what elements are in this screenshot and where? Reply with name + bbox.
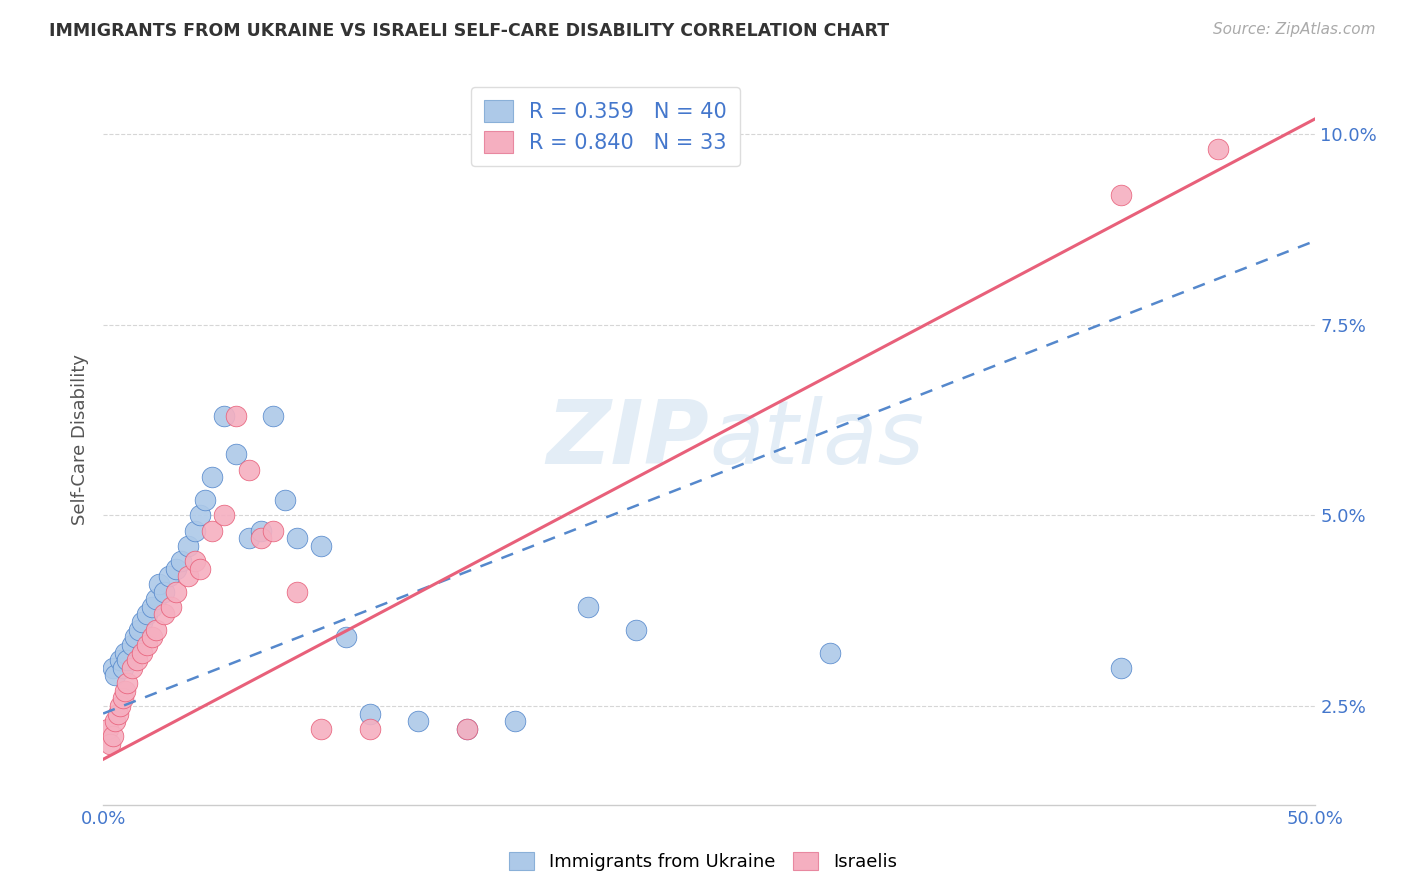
- Point: [225, 409, 247, 424]
- Point: [177, 569, 200, 583]
- Legend: Immigrants from Ukraine, Israelis: Immigrants from Ukraine, Israelis: [502, 845, 904, 879]
- Point: [131, 646, 153, 660]
- Point: [135, 607, 157, 622]
- Point: [111, 691, 134, 706]
- Point: [201, 524, 224, 538]
- Point: [285, 531, 308, 545]
- Point: [214, 508, 236, 523]
- Text: Source: ZipAtlas.com: Source: ZipAtlas.com: [1212, 22, 1375, 37]
- Point: [285, 584, 308, 599]
- Point: [1208, 142, 1230, 156]
- Point: [101, 661, 124, 675]
- Point: [177, 539, 200, 553]
- Text: ZIP: ZIP: [547, 395, 709, 483]
- Point: [184, 524, 207, 538]
- Point: [114, 646, 136, 660]
- Point: [262, 524, 284, 538]
- Text: IMMIGRANTS FROM UKRAINE VS ISRAELI SELF-CARE DISABILITY CORRELATION CHART: IMMIGRANTS FROM UKRAINE VS ISRAELI SELF-…: [49, 22, 890, 40]
- Point: [201, 470, 224, 484]
- Point: [249, 531, 271, 545]
- Point: [131, 615, 153, 629]
- Point: [141, 599, 163, 614]
- Text: atlas: atlas: [709, 396, 924, 482]
- Point: [1111, 661, 1133, 675]
- Point: [503, 714, 526, 729]
- Point: [238, 462, 260, 476]
- Point: [188, 562, 211, 576]
- Point: [125, 653, 148, 667]
- Point: [124, 630, 146, 644]
- Point: [262, 409, 284, 424]
- Point: [311, 722, 333, 736]
- Point: [165, 562, 187, 576]
- Point: [214, 409, 236, 424]
- Point: [249, 524, 271, 538]
- Point: [157, 569, 180, 583]
- Point: [145, 623, 167, 637]
- Point: [359, 722, 381, 736]
- Point: [225, 447, 247, 461]
- Point: [148, 577, 170, 591]
- Point: [170, 554, 193, 568]
- Point: [311, 539, 333, 553]
- Point: [165, 584, 187, 599]
- Point: [107, 706, 129, 721]
- Point: [101, 730, 124, 744]
- Point: [108, 653, 131, 667]
- Point: [456, 722, 478, 736]
- Point: [820, 646, 842, 660]
- Point: [408, 714, 430, 729]
- Point: [121, 638, 143, 652]
- Point: [335, 630, 357, 644]
- Point: [626, 623, 648, 637]
- Point: [97, 722, 120, 736]
- Point: [135, 638, 157, 652]
- Point: [160, 599, 183, 614]
- Point: [576, 599, 599, 614]
- Point: [121, 661, 143, 675]
- Point: [100, 737, 122, 751]
- Point: [274, 493, 297, 508]
- Point: [104, 668, 127, 682]
- Point: [141, 630, 163, 644]
- Point: [117, 676, 139, 690]
- Point: [111, 661, 134, 675]
- Point: [152, 607, 174, 622]
- Point: [108, 698, 131, 713]
- Point: [456, 722, 478, 736]
- Point: [359, 706, 381, 721]
- Point: [188, 508, 211, 523]
- Point: [184, 554, 207, 568]
- Point: [145, 592, 167, 607]
- Point: [1111, 188, 1133, 202]
- Legend: R = 0.359   N = 40, R = 0.840   N = 33: R = 0.359 N = 40, R = 0.840 N = 33: [471, 87, 740, 166]
- Point: [152, 584, 174, 599]
- Point: [117, 653, 139, 667]
- Point: [238, 531, 260, 545]
- Point: [128, 623, 150, 637]
- Point: [114, 683, 136, 698]
- Y-axis label: Self-Care Disability: Self-Care Disability: [72, 353, 89, 524]
- Point: [194, 493, 217, 508]
- Point: [104, 714, 127, 729]
